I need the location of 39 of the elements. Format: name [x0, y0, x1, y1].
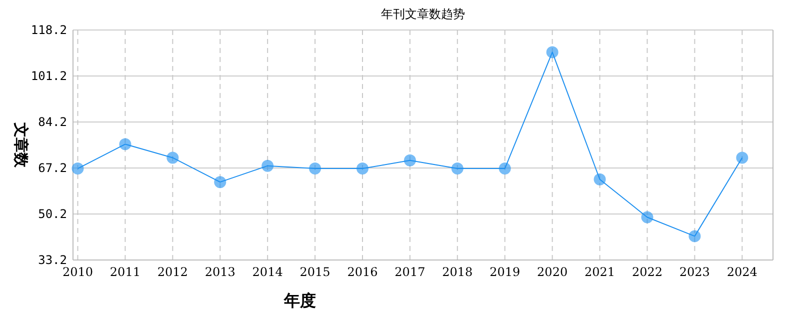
x-tick-label: 2024 [726, 265, 758, 279]
point [451, 162, 464, 175]
point [688, 230, 701, 242]
x-tick-label: 2023 [679, 265, 710, 279]
x-tick-label: 2015 [300, 265, 330, 279]
point [119, 138, 132, 150]
y-axis-title: 文章数 [12, 122, 30, 168]
point [641, 211, 654, 224]
x-tick-label: 2019 [490, 265, 520, 279]
point [404, 154, 416, 166]
point [736, 152, 748, 164]
point [72, 162, 84, 175]
x-tick-label: 2011 [110, 265, 140, 279]
x-tick-label: 2010 [62, 265, 94, 279]
x-tick-label: 2018 [442, 265, 473, 279]
point [166, 152, 179, 164]
point [309, 162, 322, 175]
point [594, 173, 606, 186]
chart-title: 年刊文章数趋势 [381, 7, 465, 21]
y-tick-label: 50.2 [38, 207, 67, 221]
y-tick-label: 33.2 [38, 253, 67, 267]
x-tick-label: 2016 [347, 265, 378, 279]
point [262, 160, 274, 172]
point [498, 162, 511, 175]
x-tick-label: 2012 [157, 265, 188, 279]
y-tick-label: 101.2 [30, 69, 67, 83]
y-tick-label: 67.2 [38, 161, 67, 175]
x-tick-label: 2021 [584, 265, 616, 279]
x-tick-label: 2017 [394, 265, 426, 279]
x-axis-title: 年度 [283, 291, 316, 310]
y-tick-label: 84.2 [38, 115, 67, 129]
point [356, 162, 368, 175]
x-tick-label: 2014 [252, 265, 284, 279]
x-tick-label: 2022 [632, 265, 663, 279]
point [214, 176, 226, 188]
x-tick-label: 2020 [537, 265, 568, 279]
point [546, 46, 558, 58]
x-tick-label: 2013 [204, 265, 236, 279]
y-tick-label: 118.2 [30, 23, 67, 37]
